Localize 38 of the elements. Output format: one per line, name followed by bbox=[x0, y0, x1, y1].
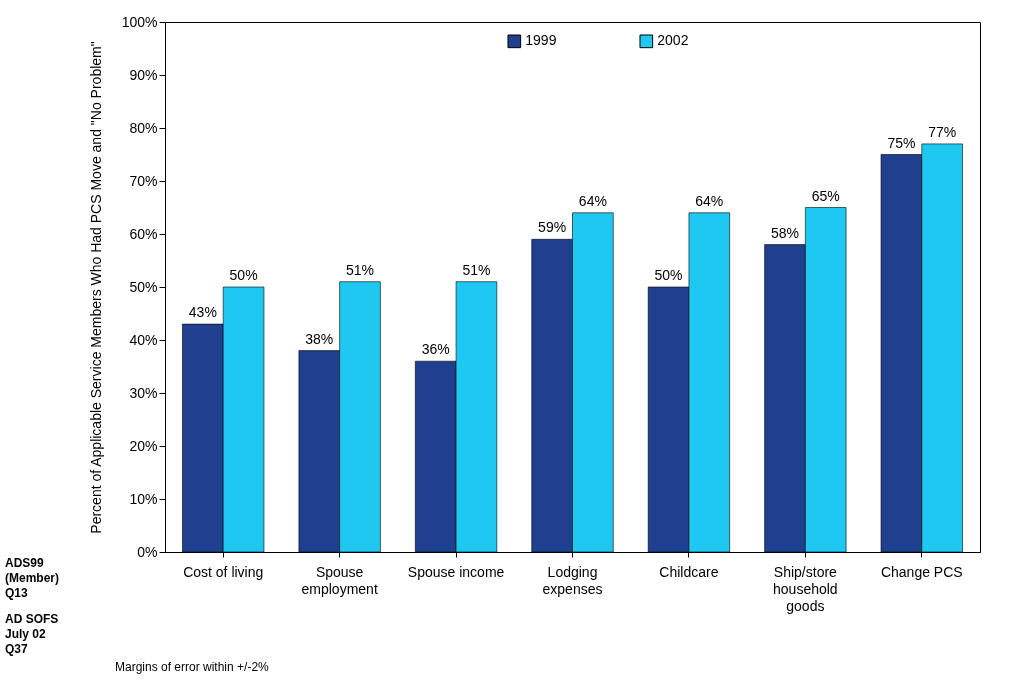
text: Margins of error within +/-2% bbox=[115, 660, 270, 674]
data-label: 38% bbox=[305, 330, 334, 347]
data-label: 36% bbox=[421, 341, 450, 358]
legend-label: 1999 bbox=[525, 32, 557, 49]
data-label: 50% bbox=[654, 267, 683, 283]
text: ADS99 (Member) Q13 bbox=[5, 556, 60, 600]
y-tick-label: 10% bbox=[129, 490, 158, 507]
data-label: 64% bbox=[695, 192, 724, 209]
data-label: 77% bbox=[928, 123, 957, 140]
y-tick-label: 100% bbox=[121, 13, 158, 30]
y-tick-label: 70% bbox=[129, 172, 158, 189]
data-label: 64% bbox=[578, 192, 607, 209]
data-label: 51% bbox=[346, 261, 375, 278]
x-tick-label: Spouse employment bbox=[301, 563, 378, 597]
y-tick-label: 40% bbox=[129, 331, 158, 348]
data-label: 51% bbox=[462, 261, 491, 278]
y-tick-label: 0% bbox=[137, 543, 158, 560]
legend-label: 2002 bbox=[657, 32, 689, 49]
x-tick-label: Lodging expenses bbox=[542, 563, 603, 597]
y-tick-label: 90% bbox=[129, 66, 158, 83]
y-tick-label: 50% bbox=[129, 278, 158, 295]
text: AD SOFS July 02 Q37 bbox=[5, 612, 59, 656]
y-tick-label: 30% bbox=[129, 384, 158, 401]
y-tick-label: 20% bbox=[129, 437, 158, 454]
data-label: 50% bbox=[229, 267, 258, 283]
x-tick-label: Spouse income bbox=[407, 563, 505, 580]
data-label: 59% bbox=[538, 219, 567, 236]
y-tick-label: 80% bbox=[129, 119, 158, 136]
y-tick-label: 60% bbox=[129, 225, 158, 242]
data-label: 65% bbox=[811, 187, 840, 204]
data-label: 43% bbox=[188, 304, 217, 321]
x-tick-label: Childcare bbox=[659, 563, 719, 580]
x-tick-label: Ship/store household goods bbox=[773, 563, 838, 614]
data-label: 58% bbox=[770, 224, 799, 241]
data-label: 75% bbox=[887, 134, 916, 151]
y-axis-title: Percent of Applicable Service Members Who Had PCS Move and "No Problem" bbox=[87, 41, 104, 534]
x-tick-label: Change PCS bbox=[880, 563, 963, 580]
x-tick-label: Cost of living bbox=[183, 563, 264, 580]
